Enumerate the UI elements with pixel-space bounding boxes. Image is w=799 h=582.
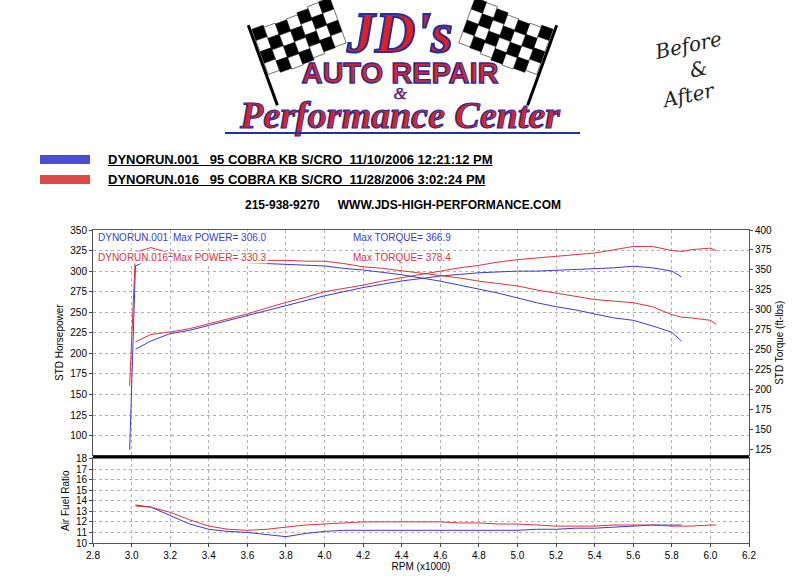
html-text:WWW.JDS-HIGH-PERFORMANCE.COM: WWW.JDS-HIGH-PERFORMANCE.COM [337,198,562,212]
svg-text:Before: Before [653,26,724,64]
svg-text:JD's: JD's [346,2,453,64]
svg-text:175: 175 [755,404,772,415]
svg-text:350: 350 [70,225,87,236]
svg-text:400: 400 [755,225,772,236]
svg-text:3.0: 3.0 [125,550,139,561]
svg-text:4.0: 4.0 [318,550,332,561]
svg-text:200: 200 [755,384,772,395]
svg-text:5.0: 5.0 [511,550,525,561]
html-text:215-938-9270: 215-938-9270 [245,198,320,212]
svg-text:18: 18 [76,453,88,464]
svg-text:15: 15 [76,485,88,496]
svg-text:4.8: 4.8 [472,550,486,561]
svg-text:200: 200 [70,348,87,359]
svg-text:Max POWER= 306.0: Max POWER= 306.0 [173,232,267,243]
svg-text:250: 250 [70,307,87,318]
svg-text:Max TORQUE= 378.4: Max TORQUE= 378.4 [353,252,451,263]
svg-text:350: 350 [755,264,772,275]
svg-text:6.2: 6.2 [742,550,756,561]
svg-text:3.8: 3.8 [279,550,293,561]
svg-text:Air Fuel Ratio: Air Fuel Ratio [60,470,71,531]
svg-text:300: 300 [70,266,87,277]
svg-text:Max TORQUE= 366.9: Max TORQUE= 366.9 [353,232,451,243]
svg-text:3.2: 3.2 [163,550,177,561]
svg-text:13: 13 [76,506,88,517]
svg-text:125: 125 [70,410,87,421]
svg-text:5.6: 5.6 [626,550,640,561]
svg-text:375: 375 [755,244,772,255]
svg-text:12: 12 [76,516,88,527]
svg-text:225: 225 [755,364,772,375]
svg-text:5.4: 5.4 [588,550,602,561]
svg-text:275: 275 [70,286,87,297]
svg-text:5.8: 5.8 [665,550,679,561]
svg-text:225: 225 [70,327,87,338]
svg-text:4.4: 4.4 [395,550,409,561]
svg-text:4.6: 4.6 [433,550,447,561]
svg-text:125: 125 [755,444,772,455]
svg-text:325: 325 [755,284,772,295]
svg-text:4.2: 4.2 [356,550,370,561]
svg-text:STD Torque (ft-lbs): STD Torque (ft-lbs) [774,301,785,385]
svg-text:2.8: 2.8 [86,550,100,561]
svg-text:Max POWER= 330.3: Max POWER= 330.3 [173,252,267,263]
svg-text:Performance Center: Performance Center [239,94,561,136]
svg-text:300: 300 [755,304,772,315]
svg-text:3.6: 3.6 [240,550,254,561]
svg-text:RPM (x1000): RPM (x1000) [392,561,451,572]
svg-text:325: 325 [70,245,87,256]
svg-text:After: After [659,78,717,113]
svg-text:14: 14 [76,495,88,506]
svg-text:16: 16 [76,474,88,485]
svg-text:3.4: 3.4 [202,550,216,561]
html-text:DYNORUN.016 95 COBRA KB S/CRO: DYNORUN.016 95 COBRA KB S/CRO 11/28/2006… [108,171,486,187]
svg-text:17: 17 [76,464,88,475]
svg-text:DYNORUN.016: DYNORUN.016 [98,252,168,263]
svg-text:AUTO REPAIR: AUTO REPAIR [301,57,499,89]
svg-text:DYNORUN.001: DYNORUN.001 [98,232,168,243]
svg-text:11: 11 [77,527,88,538]
svg-text:5.2: 5.2 [549,550,563,561]
svg-text:STD Horsepower: STD Horsepower [54,304,65,381]
html-text:DYNORUN.001 95 COBRA KB S/CRO: DYNORUN.001 95 COBRA KB S/CRO 11/10/2006… [108,151,493,167]
svg-text:150: 150 [755,424,772,435]
svg-text:10: 10 [76,538,88,549]
svg-text:150: 150 [70,389,87,400]
svg-text:6.0: 6.0 [703,550,717,561]
svg-text:100: 100 [70,430,87,441]
svg-text:250: 250 [755,344,772,355]
svg-text:275: 275 [755,324,772,335]
svg-text:175: 175 [70,368,87,379]
